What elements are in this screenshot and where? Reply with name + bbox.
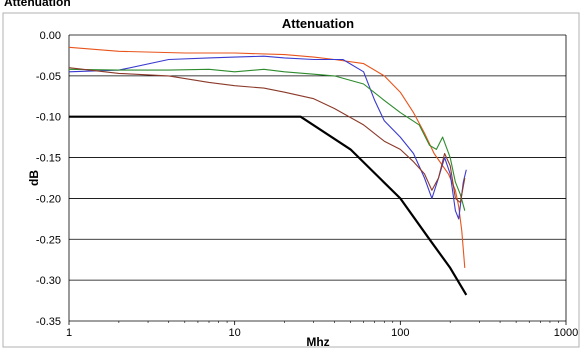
- y-tick-label: 0.00: [40, 30, 61, 42]
- y-tick-label: -0.05: [36, 71, 61, 83]
- y-axis-label: dB: [27, 170, 41, 186]
- x-tick-label: 1: [66, 327, 72, 339]
- y-tick-label: -0.15: [36, 153, 61, 165]
- page-header: Attenuation: [4, 0, 71, 9]
- y-tick-label: -0.10: [36, 112, 61, 124]
- y-tick-labels: 0.00 -0.05 -0.10 -0.15 -0.20 -0.25 -0.30 -0.35: [36, 30, 61, 328]
- y-tick-label: -0.25: [36, 234, 61, 246]
- series-line-1: [68, 46, 466, 268]
- y-tick-label: -0.30: [36, 275, 61, 287]
- series-lines: [68, 46, 468, 296]
- x-tick-label: 1000: [554, 327, 578, 339]
- x-tick-label: 10: [229, 327, 241, 339]
- y-tick-label: -0.20: [36, 193, 61, 205]
- series-line-5: [69, 115, 468, 296]
- chart-title: Attenuation: [282, 16, 354, 31]
- x-tick-label: 100: [391, 327, 409, 339]
- chart-frame: [2, 12, 580, 348]
- x-tick-labels: 1 10 100 1000: [66, 321, 578, 339]
- y-tick-label: -0.35: [36, 316, 61, 328]
- series-line-3: [68, 68, 466, 211]
- x-axis-label: Mhz: [306, 335, 329, 349]
- series-line-4: [68, 67, 466, 204]
- series-line-2: [68, 55, 467, 220]
